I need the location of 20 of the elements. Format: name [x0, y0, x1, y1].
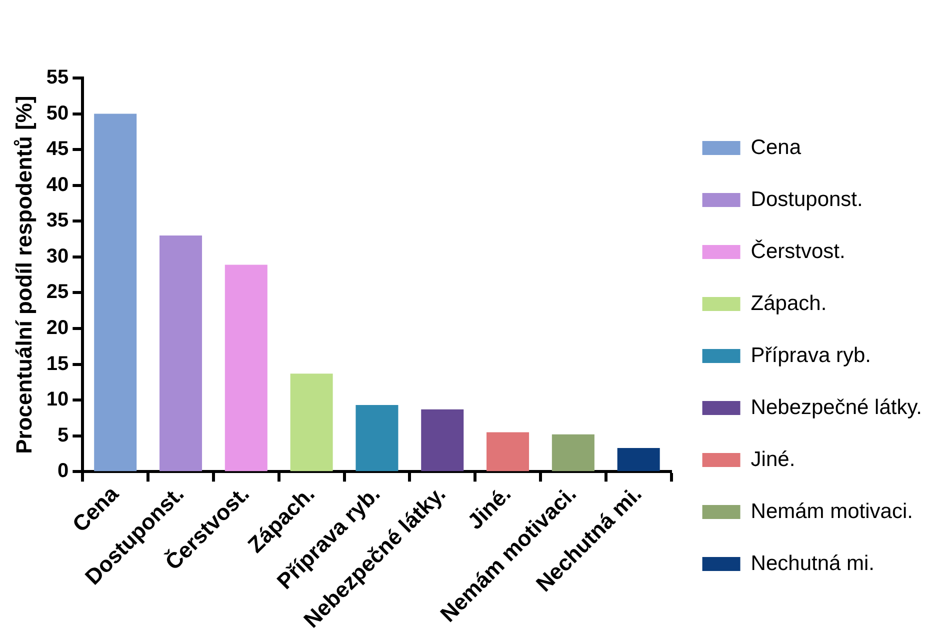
- y-tick-label: 10: [46, 388, 69, 411]
- legend-label: Zápach.: [750, 292, 827, 315]
- legend-label: Příprava ryb.: [750, 344, 872, 367]
- y-tick-label: 55: [46, 66, 69, 89]
- y-tick-label: 45: [46, 138, 69, 160]
- legend-label: Cena: [750, 136, 802, 159]
- y-tick-label: 40: [46, 174, 69, 196]
- legend-label: Jiné.: [750, 448, 796, 471]
- y-tick-label: 35: [46, 210, 69, 232]
- legend-label: Dostuponst.: [750, 188, 863, 211]
- y-tick-label: 0: [58, 460, 69, 482]
- legend-label: Nebezpečné látky.: [750, 396, 922, 419]
- y-tick-label: 15: [46, 352, 69, 375]
- y-tick-label: 25: [46, 281, 69, 304]
- y-tick-label: 30: [46, 245, 69, 268]
- y-tick-label: 5: [58, 424, 69, 446]
- y-tick-label: 50: [46, 102, 69, 124]
- y-axis-title: Procentuální podíl respodentů [%]: [11, 96, 36, 454]
- y-tick-label: 20: [46, 316, 69, 339]
- legend-label: Čerstvost.: [750, 238, 846, 263]
